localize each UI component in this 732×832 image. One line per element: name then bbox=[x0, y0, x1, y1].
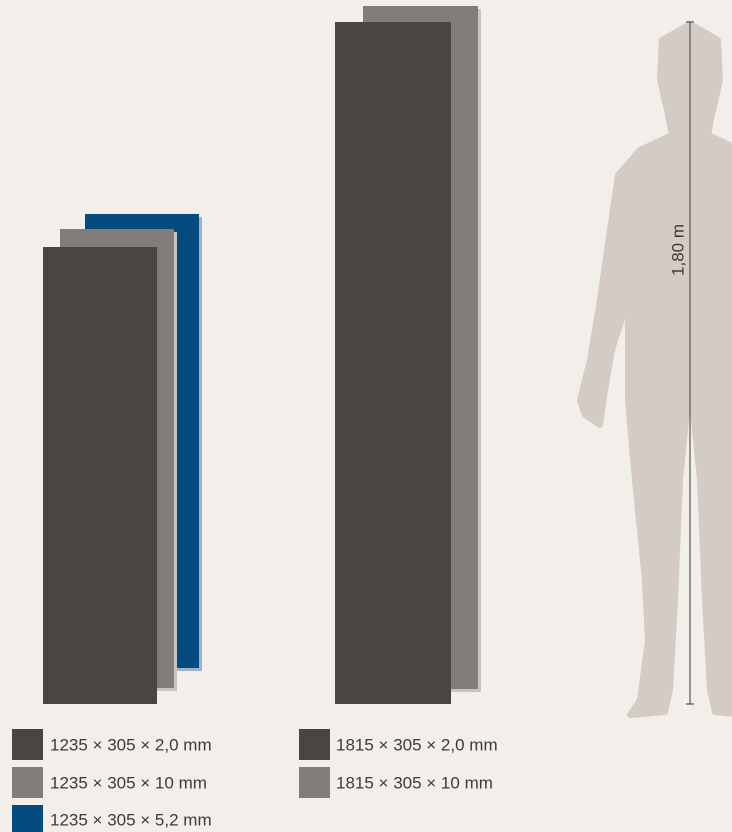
legend-swatch bbox=[12, 805, 43, 832]
legend-label: 1815 × 305 × 10 mm bbox=[336, 773, 493, 792]
legend-label: 1235 × 305 × 10 mm bbox=[50, 773, 207, 792]
panel bbox=[43, 247, 157, 704]
legend-swatch bbox=[12, 729, 43, 760]
legend-swatch bbox=[299, 729, 330, 760]
legend-label: 1815 × 305 × 2,0 mm bbox=[336, 735, 498, 754]
height-label: 1,80 m bbox=[668, 224, 687, 276]
legend-swatch bbox=[299, 767, 330, 798]
legend-label: 1235 × 305 × 2,0 mm bbox=[50, 735, 212, 754]
legend: 1235 × 305 × 2,0 mm 1235 × 305 × 10 mm 1… bbox=[12, 729, 498, 832]
panel bbox=[335, 22, 451, 704]
legend-label: 1235 × 305 × 5,2 mm bbox=[50, 810, 212, 829]
legend-swatch bbox=[12, 767, 43, 798]
height-measure bbox=[686, 21, 694, 705]
